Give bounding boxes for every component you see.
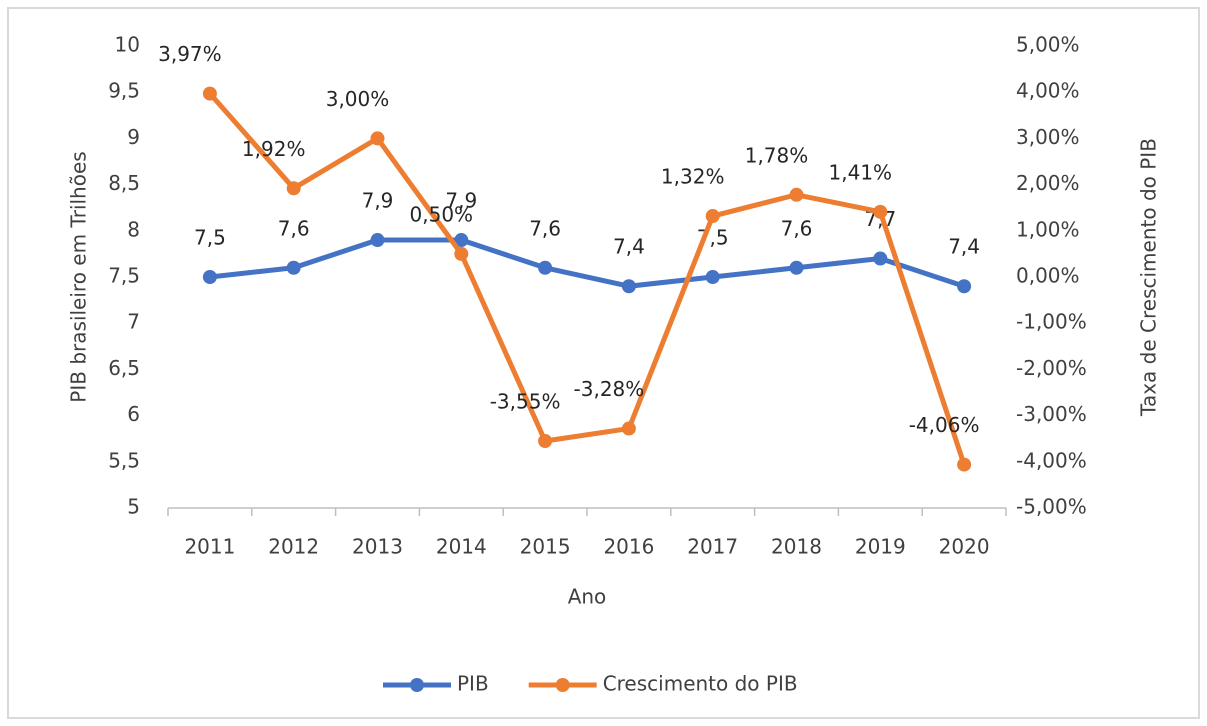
- y-tick-label: 10: [115, 33, 140, 57]
- data-point: [957, 457, 972, 472]
- data-point: [789, 260, 804, 275]
- data-point: [538, 260, 553, 275]
- data-point: [873, 204, 888, 219]
- series-line: [209, 237, 965, 289]
- legend-marker: [410, 678, 424, 692]
- legend-marker: [555, 678, 570, 692]
- y2-tick-label: -4,00%: [1016, 448, 1087, 472]
- y2-tick-label: 1,00%: [1016, 217, 1080, 241]
- chart-border: [7, 7, 1200, 719]
- legend-label: Crescimento do PIB: [603, 672, 798, 696]
- y2-tick-label: 2,00%: [1016, 171, 1080, 195]
- y2-tick-label: 4,00%: [1016, 79, 1080, 103]
- y2-tick-label: -1,00%: [1016, 310, 1087, 334]
- data-label: 7,5: [194, 226, 226, 250]
- y-tick-label: 8: [127, 217, 140, 241]
- data-label: 1,32%: [661, 165, 725, 189]
- y-tick-label: 5: [127, 495, 140, 519]
- data-point: [957, 279, 972, 294]
- y-tick-label: 5,5: [108, 448, 140, 472]
- data-point: [705, 209, 720, 224]
- data-point: [621, 421, 636, 436]
- data-point: [202, 270, 217, 284]
- x-tick-label: 2012: [268, 535, 319, 559]
- data-point: [202, 86, 217, 101]
- data-label: 7,9: [445, 189, 477, 213]
- y2-tick-label: -3,00%: [1016, 402, 1087, 426]
- y-tick-label: 7,5: [108, 264, 140, 288]
- data-label: 3,97%: [158, 42, 222, 66]
- data-point: [789, 187, 804, 202]
- data-label: 1,92%: [242, 137, 306, 161]
- data-point: [286, 260, 301, 275]
- data-point: [873, 251, 888, 266]
- data-label: 7,9: [362, 189, 394, 213]
- y2-tick-label: 5,00%: [1016, 33, 1080, 57]
- y-tick-label: 9: [127, 125, 140, 149]
- y2-tick-label: 0,00%: [1016, 264, 1080, 288]
- data-point: [454, 246, 469, 261]
- data-point: [621, 279, 636, 294]
- y2-axis-label: Taxa de Crescimento do PIB: [1137, 138, 1161, 417]
- y-tick-label: 6: [127, 402, 140, 426]
- x-axis-label: Ano: [568, 585, 607, 609]
- x-tick-label: 2018: [771, 535, 822, 559]
- series-line: [208, 91, 967, 466]
- y2-tick-label: -2,00%: [1016, 356, 1087, 380]
- y-axis-label: PIB brasileiro em Trilhões: [67, 151, 91, 402]
- y-tick-label: 6,5: [108, 356, 140, 380]
- x-tick-label: 2016: [603, 535, 654, 559]
- y-tick-label: 7: [127, 310, 140, 334]
- data-label: -4,06%: [909, 413, 980, 437]
- x-tick-label: 2013: [352, 535, 403, 559]
- data-label: -3,28%: [574, 377, 645, 401]
- x-tick-label: 2020: [939, 535, 990, 559]
- data-label: 7,4: [948, 235, 980, 259]
- data-point: [454, 233, 469, 248]
- data-point: [370, 131, 385, 146]
- data-point: [538, 434, 553, 449]
- y2-tick-label: -5,00%: [1016, 495, 1087, 519]
- data-point: [286, 181, 301, 196]
- y-tick-label: 8,5: [108, 171, 140, 195]
- data-label: -3,55%: [490, 390, 561, 414]
- x-tick-label: 2011: [184, 535, 235, 559]
- x-tick-label: 2014: [436, 535, 487, 559]
- x-tick-label: 2017: [687, 535, 738, 559]
- data-label: 7,6: [529, 216, 561, 240]
- x-tick-label: 2015: [520, 535, 571, 559]
- x-tick-label: 2019: [855, 535, 906, 559]
- data-label: 0,50%: [410, 202, 474, 226]
- data-point: [370, 233, 385, 248]
- legend-label: PIB: [457, 672, 489, 696]
- y2-tick-label: 3,00%: [1016, 125, 1080, 149]
- data-label: 3,00%: [326, 87, 390, 111]
- data-label: 7,4: [613, 235, 645, 259]
- data-label: 7,6: [781, 216, 813, 240]
- data-label: 7,6: [278, 216, 310, 240]
- y-tick-label: 9,5: [108, 79, 140, 103]
- data-label: 1,41%: [829, 160, 893, 184]
- data-point: [705, 270, 720, 284]
- data-label: 1,78%: [745, 143, 809, 167]
